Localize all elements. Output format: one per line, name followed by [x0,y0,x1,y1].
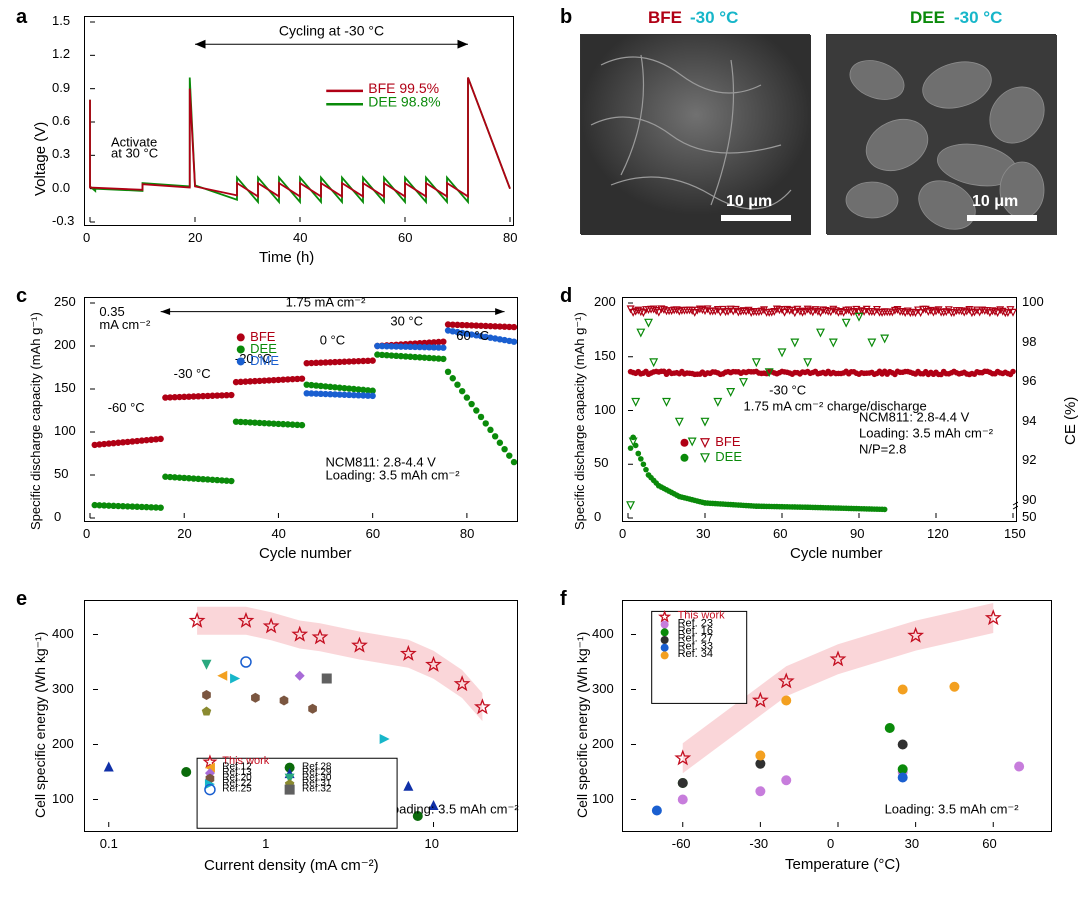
svg-text:60 °C: 60 °C [456,328,489,343]
panel-b-right-green: DEE [910,8,945,28]
panel-f-ylabel: Cell specific energy (Wh kg⁻¹) [574,632,591,818]
panel-c: c -60 °C-30 °C-20 °C0 °C30 °C60 °C0.35mA… [14,285,534,575]
svg-text:0 °C: 0 °C [320,332,345,347]
svg-text:-30 °C: -30 °C [174,366,211,381]
panel-f-label: f [560,588,567,611]
panel-d-xlabel: Cycle number [790,545,883,562]
scale-dee: 10 μm [972,193,1018,211]
panel-e-svg: Loading: 3.5 mAh cm⁻²This workRef.12Ref.… [85,601,519,833]
panel-f: f Loading: 3.5 mAh cm⁻²This workRef. 23R… [560,588,1070,888]
panel-b-label: b [560,6,572,29]
panel-c-label: c [16,285,27,308]
panel-d-plot: -30 °C1.75 mA cm⁻² charge/dischargeNCM81… [622,297,1017,522]
svg-text:Ref.25: Ref.25 [222,783,252,794]
svg-text:N/P=2.8: N/P=2.8 [859,442,906,457]
svg-text:NCM811: 2.8-4.4 V: NCM811: 2.8-4.4 V [859,409,970,424]
svg-text:DEE: DEE [715,449,742,464]
panel-b: b BFE -30 °C DEE -30 °C 10 μm [560,6,1070,276]
figure-container: a 020406080-0.30.00.30.60.91.21.5Activat… [0,0,1080,897]
panel-a-plot: 020406080-0.30.00.30.60.91.21.5Activatea… [84,16,514,226]
panel-b-left-red: BFE [648,8,682,28]
panel-e-ylabel: Cell specific energy (Wh kg⁻¹) [32,632,49,818]
scale-bfe: 10 μm [726,193,772,211]
panel-a-svg: 020406080-0.30.00.30.60.91.21.5Activatea… [85,17,515,227]
panel-f-svg: Loading: 3.5 mAh cm⁻²This workRef. 23Ref… [623,601,1053,833]
svg-text:BFE: BFE [715,434,741,449]
panel-c-svg: -60 °C-30 °C-20 °C0 °C30 °C60 °C0.35mA c… [85,298,519,523]
svg-text:-60 °C: -60 °C [108,400,145,415]
sem-dee-svg [827,35,1057,235]
svg-text:-30 °C: -30 °C [769,382,806,397]
panel-d-ylabel: Specific discharge capacity (mAh g⁻¹) [572,312,588,530]
panel-b-left-blue: -30 °C [690,8,738,28]
panel-a-ylabel: Voltage (V) [32,122,49,196]
sem-image-dee: 10 μm [826,34,1056,234]
svg-text:Loading: 3.5 mAh cm⁻²: Loading: 3.5 mAh cm⁻² [326,467,461,482]
svg-text:Loading: 3.5 mAh cm⁻²: Loading: 3.5 mAh cm⁻² [385,801,519,816]
panel-e: e Loading: 3.5 mAh cm⁻²This workRef.12Re… [14,588,534,888]
svg-text:DEE 98.8%: DEE 98.8% [368,93,440,109]
panel-a: a 020406080-0.30.00.30.60.91.21.5Activat… [14,6,534,276]
svg-text:mA cm⁻²: mA cm⁻² [99,317,151,332]
svg-text:Ref. 34: Ref. 34 [678,648,713,660]
svg-text:Ref.32: Ref.32 [302,783,332,794]
svg-text:at 30 °C: at 30 °C [111,146,158,161]
panel-b-right-blue: -30 °C [954,8,1002,28]
panel-d-y2label: CE (%) [1062,397,1079,445]
panel-a-label: a [16,6,27,29]
panel-c-plot: -60 °C-30 °C-20 °C0 °C30 °C60 °C0.35mA c… [84,297,518,522]
panel-d-svg: -30 °C1.75 mA cm⁻² charge/dischargeNCM81… [623,298,1018,523]
sem-bfe-svg [581,35,811,235]
panel-e-plot: Loading: 3.5 mAh cm⁻²This workRef.12Ref.… [84,600,518,832]
panel-f-xlabel: Temperature (°C) [785,856,900,873]
svg-text:1.75 mA cm⁻²: 1.75 mA cm⁻² [286,298,366,309]
panel-e-label: e [16,588,27,611]
svg-text:Loading: 3.5 mAh cm⁻²: Loading: 3.5 mAh cm⁻² [859,425,994,440]
sem-image-bfe: 10 μm [580,34,810,234]
panel-c-xlabel: Cycle number [259,545,352,562]
panel-c-ylabel: Specific discharge capacity (mAh g⁻¹) [28,312,44,530]
svg-text:DME: DME [250,353,279,368]
svg-text:Cycling at -30 °C: Cycling at -30 °C [279,22,384,38]
panel-d-label: d [560,285,572,308]
svg-text:30 °C: 30 °C [390,313,423,328]
panel-d: d -30 °C1.75 mA cm⁻² charge/dischargeNCM… [560,285,1070,575]
svg-text:Loading: 3.5 mAh cm⁻²: Loading: 3.5 mAh cm⁻² [885,801,1020,816]
panel-f-plot: Loading: 3.5 mAh cm⁻²This workRef. 23Ref… [622,600,1052,832]
panel-a-xlabel: Time (h) [259,249,314,266]
panel-e-xlabel: Current density (mA cm⁻²) [204,856,379,874]
